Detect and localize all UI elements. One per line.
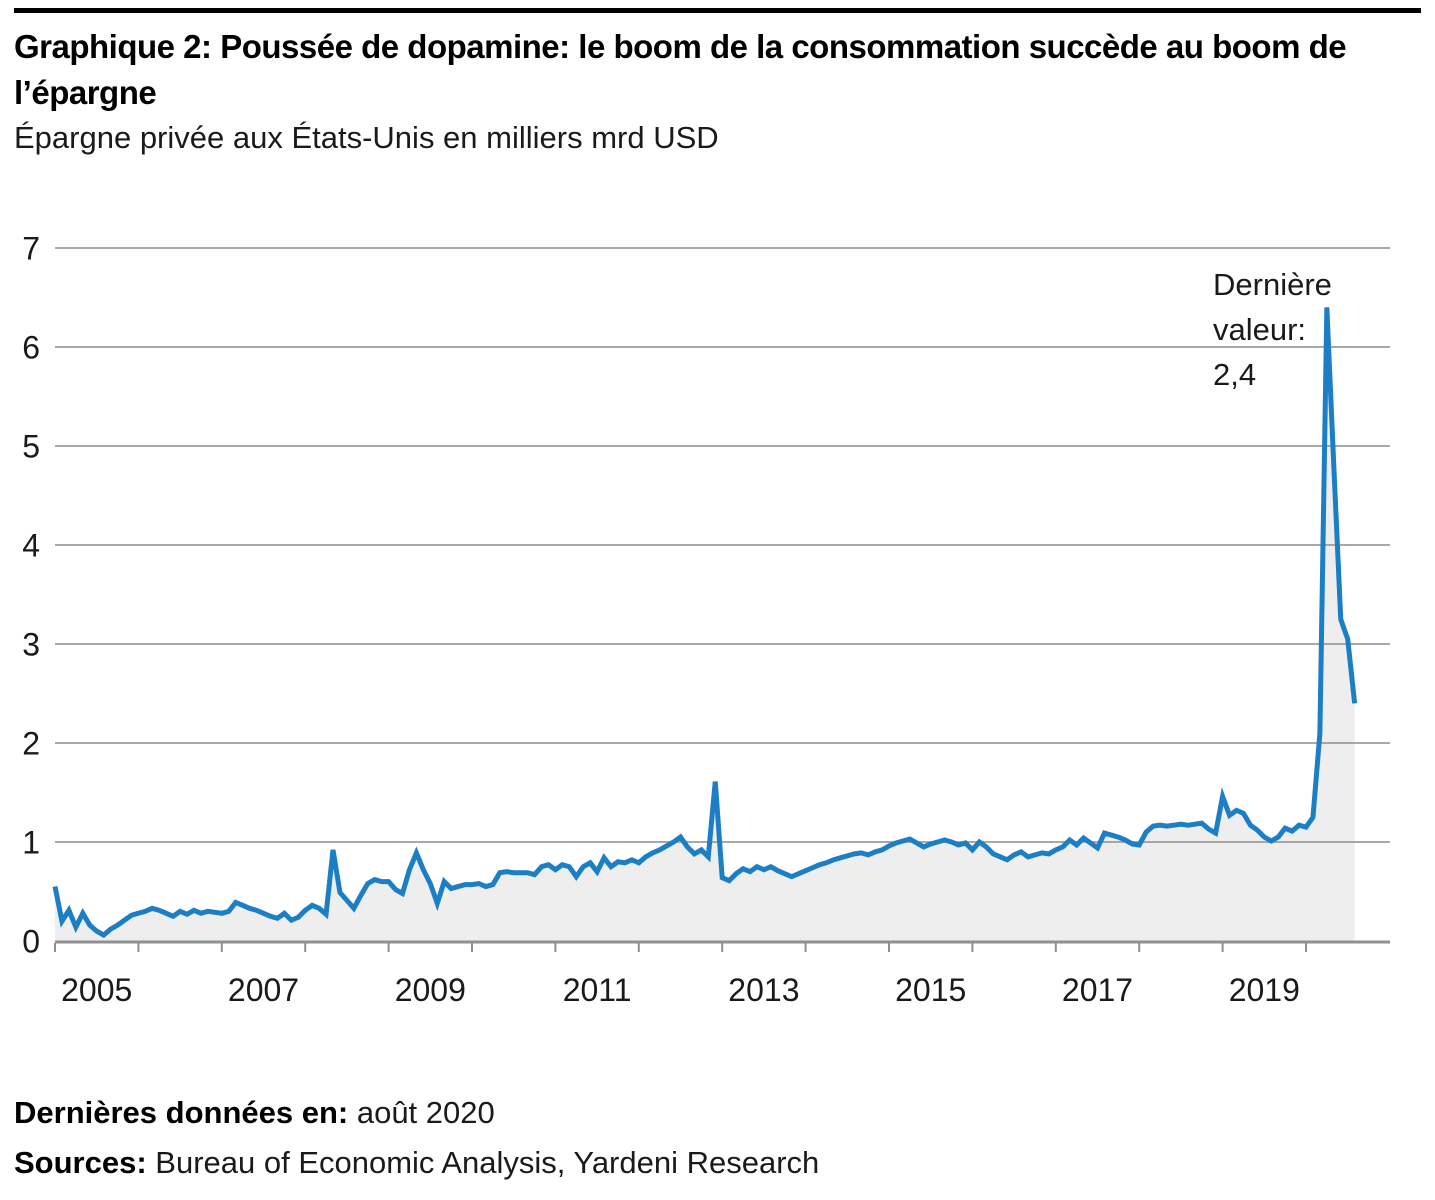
x-axis-labels: 2005 2007 2009 2011 2013 2015 2017 2019 (61, 972, 1300, 1008)
chart-subtitle: Épargne privée aux États-Unis en millier… (14, 120, 719, 155)
svg-text:1: 1 (22, 825, 40, 861)
svg-text:2015: 2015 (895, 972, 966, 1008)
svg-text:2017: 2017 (1062, 972, 1133, 1008)
footer-sources: Sources: Bureau of Economic Analysis, Ya… (14, 1143, 819, 1183)
chart-title: Graphique 2: Poussée de dopamine: le boo… (14, 28, 1347, 111)
svg-text:6: 6 (22, 330, 40, 366)
gridlines (55, 247, 1390, 843)
footer-last-data-label: Dernières données en: (14, 1095, 349, 1130)
svg-text:5: 5 (22, 429, 40, 465)
svg-text:3: 3 (22, 627, 40, 663)
footer-last-data: Dernières données en: août 2020 (14, 1093, 495, 1133)
footer-sources-value: Bureau of Economic Analysis, Yardeni Res… (146, 1145, 820, 1180)
annotation-last-value: Dernière valeur: 2,4 (1213, 267, 1332, 392)
area-fill (55, 307, 1355, 941)
svg-text:7: 7 (22, 231, 40, 267)
top-rule (14, 8, 1421, 13)
svg-text:4: 4 (22, 528, 40, 564)
svg-text:2011: 2011 (563, 972, 632, 1008)
footer-last-data-value: août 2020 (348, 1095, 495, 1130)
x-axis (54, 940, 1390, 952)
svg-text:2005: 2005 (61, 972, 132, 1008)
svg-text:2019: 2019 (1229, 972, 1300, 1008)
svg-text:2007: 2007 (228, 972, 299, 1008)
footer-sources-label: Sources: (14, 1145, 147, 1180)
series-line (52, 307, 1358, 939)
svg-text:2: 2 (22, 726, 40, 762)
svg-text:2013: 2013 (728, 972, 799, 1008)
y-axis-labels: 0 1 2 3 4 5 6 7 (22, 231, 40, 960)
svg-text:2009: 2009 (395, 972, 466, 1008)
svg-text:0: 0 (22, 924, 40, 960)
